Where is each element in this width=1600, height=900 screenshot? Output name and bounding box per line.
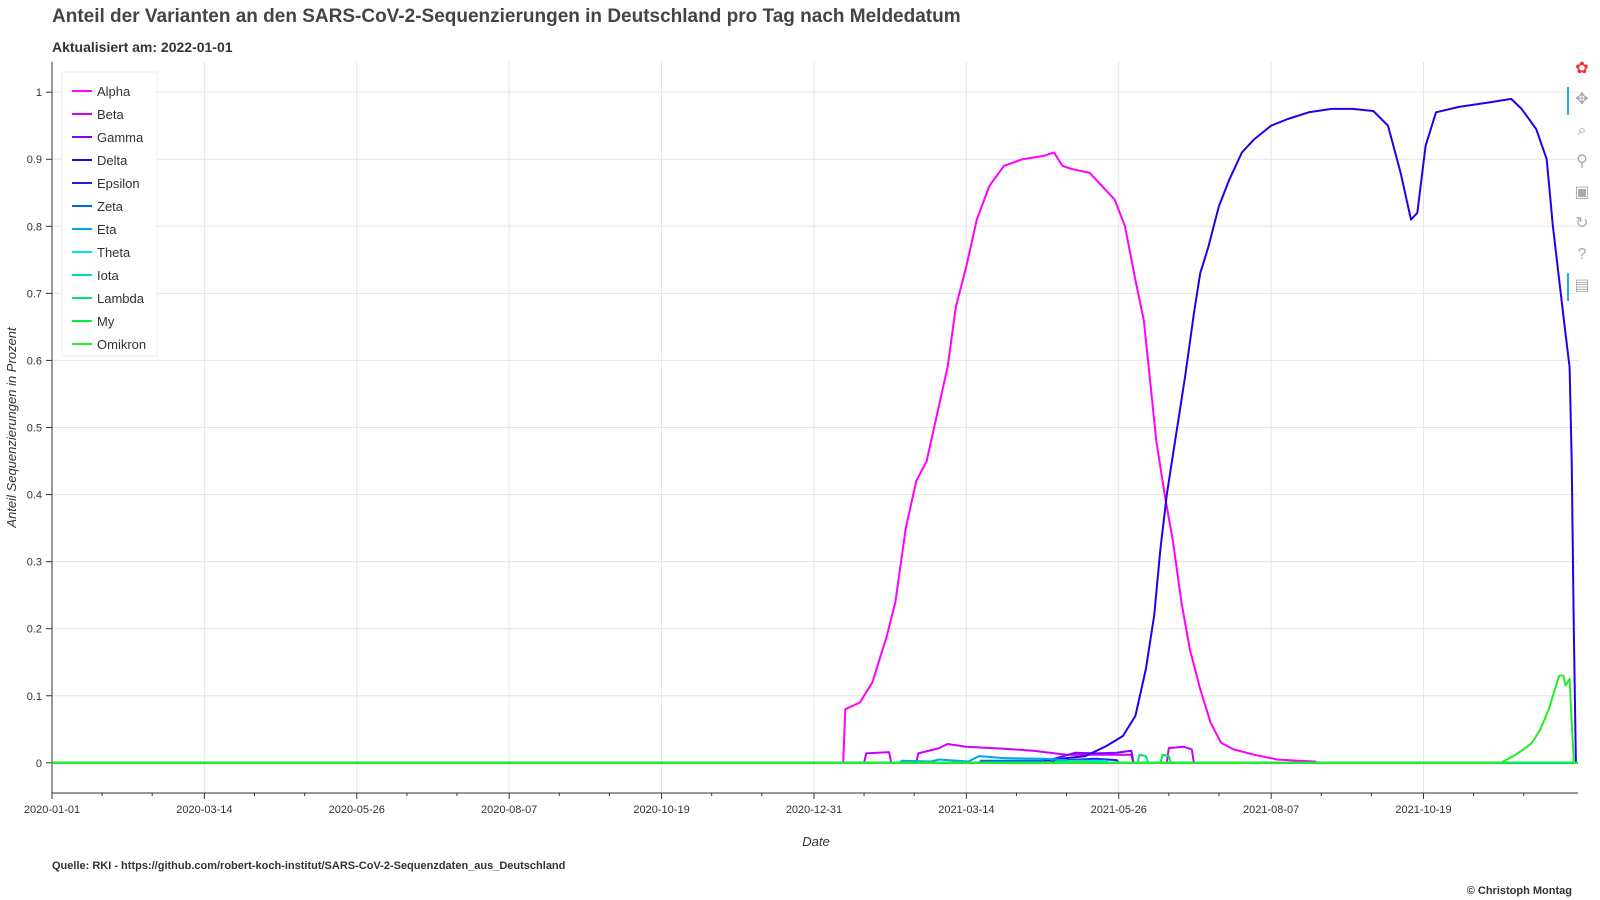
legend-label-theta[interactable]: Theta (97, 245, 131, 260)
x-tick-label: 2021-05-26 (1091, 804, 1147, 816)
y-tick-label: 0 (36, 758, 42, 770)
series-line-delta[interactable] (52, 97, 1578, 764)
x-tick-label: 2020-10-19 (633, 804, 689, 816)
y-tick-label: 0.1 (27, 691, 42, 703)
chart-subtitle: Aktualisiert am: 2022-01-01 (52, 39, 233, 55)
legend-box (61, 71, 158, 357)
y-tick-label: 0.4 (27, 490, 42, 502)
x-tick-label: 2021-10-19 (1395, 804, 1451, 816)
series-line-eta[interactable] (52, 755, 1578, 764)
y-tick-label: 0.6 (27, 355, 42, 367)
y-axis-label: Anteil Sequenzierungen in Prozent (4, 326, 19, 529)
series-line-gamma[interactable] (52, 749, 1578, 764)
save-tool-icon[interactable]: ▣ (1574, 184, 1590, 201)
x-tick-label: 2020-05-26 (329, 804, 385, 816)
y-tick-label: 1 (36, 87, 42, 99)
x-tick-label: 2021-08-07 (1243, 804, 1299, 816)
x-tick-label: 2020-01-01 (24, 804, 80, 816)
y-tick-label: 0.5 (27, 423, 42, 435)
series-line-omikron[interactable] (52, 674, 1578, 764)
y-tick-label: 0.9 (27, 154, 42, 166)
legend-label-beta[interactable]: Beta (97, 107, 125, 122)
series-line-alpha[interactable] (52, 151, 1578, 764)
legend-label-gamma[interactable]: Gamma (97, 130, 144, 145)
x-tick-label: 2020-12-31 (786, 804, 842, 816)
series-line-my[interactable] (52, 753, 1578, 764)
chart-toolbar: ✿ ✥ ⌕ ⚲ ▣ ↻? ▤ (1567, 58, 1596, 306)
x-axis-label: Date (802, 834, 829, 849)
y-tick-label: 0.2 (27, 624, 42, 636)
reset-tool-icon[interactable]: ↻ (1575, 215, 1589, 232)
copyright-note: © Christoph Montag (1466, 885, 1572, 897)
help-tool-icon[interactable]: ? (1577, 246, 1587, 263)
legend-label-delta[interactable]: Delta (97, 153, 128, 168)
legend-label-epsilon[interactable]: Epsilon (97, 176, 140, 191)
legend-label-eta[interactable]: Eta (97, 222, 117, 237)
pan-tool-icon[interactable]: ✥ (1567, 87, 1593, 115)
legend-label-alpha[interactable]: Alpha (97, 84, 131, 99)
x-tick-label: 2020-08-07 (481, 804, 537, 816)
x-tick-label: 2020-03-14 (176, 804, 232, 816)
y-tick-label: 0.7 (27, 288, 42, 300)
series-line-lambda[interactable] (52, 753, 1578, 764)
chart-title: Anteil der Varianten an den SARS-CoV-2-S… (52, 6, 961, 27)
legend-label-zeta[interactable]: Zeta (97, 199, 124, 214)
y-tick-label: 0.3 (27, 557, 42, 569)
series-line-beta[interactable] (52, 743, 1578, 764)
legend-label-omikron[interactable]: Omikron (97, 337, 146, 352)
y-tick-label: 0.8 (27, 221, 42, 233)
legend-label-lambda[interactable]: Lambda (97, 291, 145, 306)
wheel-zoom-tool-icon[interactable]: ⚲ (1576, 153, 1588, 170)
source-note: Quelle: RKI - https://github.com/robert-… (52, 860, 566, 872)
box-zoom-tool-icon[interactable]: ⌕ (1577, 122, 1587, 139)
legend-label-iota[interactable]: Iota (97, 268, 119, 283)
bokeh-logo-icon: ✿ (1575, 60, 1589, 77)
legend-label-my[interactable]: My (97, 314, 115, 329)
hover-tool-icon[interactable]: ▤ (1567, 273, 1593, 301)
x-tick-label: 2021-03-14 (938, 804, 994, 816)
